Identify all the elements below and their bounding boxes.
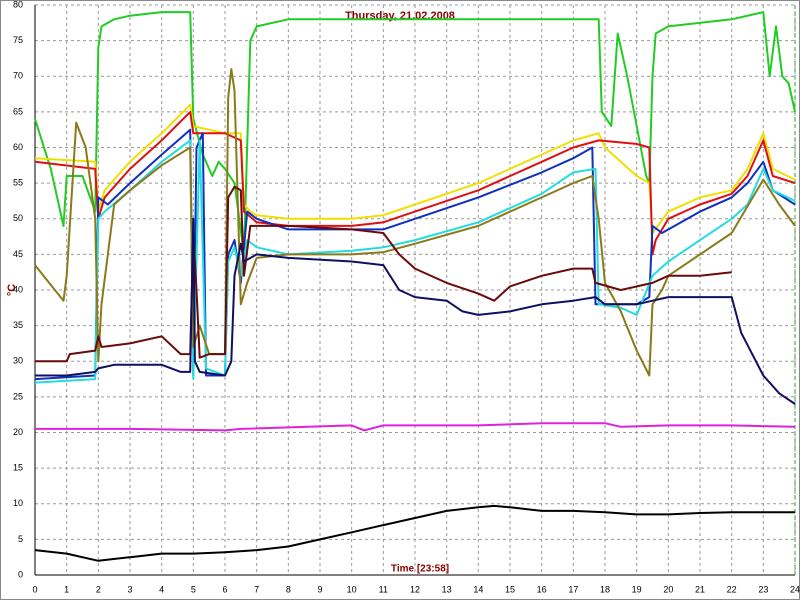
x-tick-label: 7 bbox=[254, 584, 259, 594]
x-tick-label: 18 bbox=[600, 584, 610, 594]
y-tick-label: 20 bbox=[13, 427, 23, 437]
y-tick-label: 60 bbox=[13, 142, 23, 152]
series-line bbox=[34, 68, 796, 377]
x-tick-label: 5 bbox=[191, 584, 196, 594]
x-tick-label: 24 bbox=[790, 584, 800, 594]
y-tick-label: 80 bbox=[13, 0, 23, 9]
series-line bbox=[34, 139, 796, 384]
x-tick-label: 19 bbox=[632, 584, 642, 594]
x-tick-label: 13 bbox=[442, 584, 452, 594]
y-tick-label: 25 bbox=[13, 391, 23, 401]
x-tick-label: 14 bbox=[473, 584, 483, 594]
x-tick-label: 23 bbox=[758, 584, 768, 594]
y-tick-label: 40 bbox=[13, 284, 23, 294]
y-tick-label: 75 bbox=[13, 35, 23, 45]
y-axis-label: °C bbox=[6, 284, 18, 296]
x-tick-label: 12 bbox=[410, 584, 420, 594]
x-tick-label: 2 bbox=[96, 584, 101, 594]
series-line bbox=[34, 110, 796, 256]
y-tick-label: 15 bbox=[13, 463, 23, 473]
x-tick-label: 1 bbox=[64, 584, 69, 594]
x-tick-label: 10 bbox=[347, 584, 357, 594]
x-tick-label: 6 bbox=[222, 584, 227, 594]
y-tick-label: 35 bbox=[13, 320, 23, 330]
series-line bbox=[35, 185, 732, 363]
x-tick-label: 22 bbox=[727, 584, 737, 594]
series-line bbox=[34, 11, 796, 256]
y-tick-label: 65 bbox=[13, 106, 23, 116]
series-line bbox=[34, 504, 795, 562]
x-tick-label: 0 bbox=[32, 584, 37, 594]
y-tick-label: 70 bbox=[13, 71, 23, 81]
x-tick-label: 4 bbox=[159, 584, 164, 594]
x-tick-label: 8 bbox=[286, 584, 291, 594]
y-tick-label: 10 bbox=[13, 498, 23, 508]
x-tick-label: 20 bbox=[663, 584, 673, 594]
x-tick-label: 3 bbox=[127, 584, 132, 594]
x-tick-label: 17 bbox=[568, 584, 578, 594]
x-tick-label: 21 bbox=[695, 584, 705, 594]
x-tick-label: 9 bbox=[317, 584, 322, 594]
x-tick-label: 15 bbox=[505, 584, 515, 594]
y-tick-label: 45 bbox=[13, 249, 23, 259]
y-tick-label: 30 bbox=[13, 356, 23, 366]
x-tick-label: 16 bbox=[537, 584, 547, 594]
series-line bbox=[35, 422, 796, 432]
y-tick-label: 5 bbox=[18, 534, 23, 544]
x-axis-label: Time [23:58] bbox=[391, 564, 449, 575]
y-tick-label: 0 bbox=[18, 569, 23, 579]
x-tick-label: 11 bbox=[379, 584, 388, 594]
y-tick-label: 55 bbox=[13, 178, 23, 188]
y-tick-label: 50 bbox=[13, 213, 23, 223]
series-line bbox=[34, 103, 796, 234]
series-line bbox=[35, 217, 796, 405]
